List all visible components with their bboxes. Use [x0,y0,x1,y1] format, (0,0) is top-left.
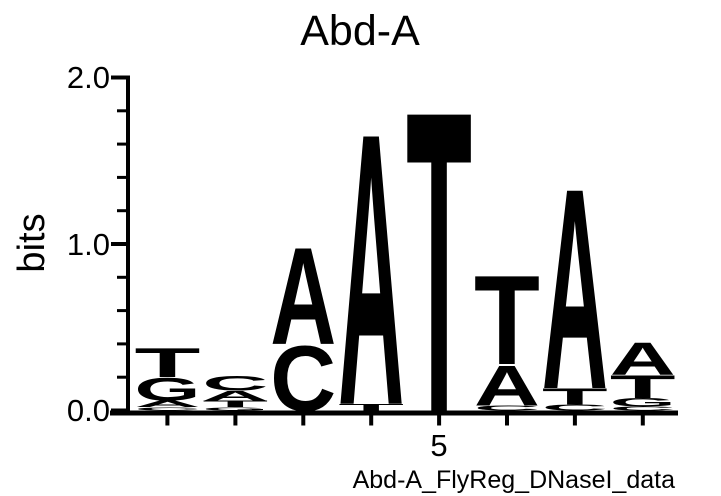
y-tick-label-1: 1.0 [67,227,110,262]
x-tick-pos-4 [369,415,374,426]
x-tick-pos-8 [640,415,645,426]
x-tick-pos-3 [301,415,306,426]
y-major-tick [111,75,130,80]
logo-letter-G-pos-1: G [135,372,201,408]
logo-letter-C-pos-6: C [474,404,540,412]
logo-letter-T-pos-7: T [542,384,608,410]
chart-title: Abd-A [300,7,420,55]
logo-letter-G-pos-8: G [610,396,676,409]
y-minor-tick [117,109,130,113]
x-tick-pos-7 [572,415,577,426]
x-tick-pos-1 [165,415,170,426]
y-minor-tick [117,209,130,213]
logo-letter-A-pos-2: A [202,388,268,403]
y-minor-tick [117,342,130,346]
logo-letter-A-pos-6: A [474,354,540,418]
logo-letter-C-pos-3: C [270,328,336,432]
logo-letter-A-pos-1: A [135,399,201,409]
y-major-tick [111,242,130,246]
y-tick-label-2: 2.0 [67,60,110,95]
logo-letter-A-pos-8: A [610,333,676,385]
y-minor-tick [117,309,130,313]
logo-letter-C-pos-7: C [542,403,608,412]
x-tick-pos-6 [505,415,509,426]
y-minor-tick [117,175,130,179]
logo-letter-C-pos-1: C [135,406,201,411]
logo-letter-T-pos-4: T [338,402,404,412]
axes [110,75,678,426]
logo-letter-T-pos-8: T [610,369,676,405]
logo-letter-G-pos-2: G [202,406,268,411]
logo-letter-A-pos-7: A [542,130,608,450]
logo-letter-C-pos-8: C [610,405,676,411]
x-tick-pos-2 [233,415,238,426]
y-minor-tick [117,375,130,379]
logo-letter-T-pos-1: T [135,339,202,386]
data-source-caption: Abd-A_FlyReg_DNaseI_data [353,466,675,494]
logo-letter-T-pos-5: T [406,22,472,496]
y-minor-tick [117,275,130,279]
y-axis-label: bits [11,213,53,272]
x-axis-line [110,410,678,416]
y-tick-label-0: 0.0 [67,393,110,428]
logo-letter-A-pos-4: A [338,54,404,488]
logo-letter-T-pos-2: T [202,399,268,409]
logo-letter-C-pos-2: C [202,372,268,395]
logo-letter-T-pos-6: T [474,250,540,392]
x-tick-pos-5 [437,415,442,426]
y-minor-tick [117,142,130,146]
x-tick-label-5: 5 [430,428,447,463]
y-major-tick [111,408,130,413]
logo-letter-A-pos-3: A [270,220,336,375]
